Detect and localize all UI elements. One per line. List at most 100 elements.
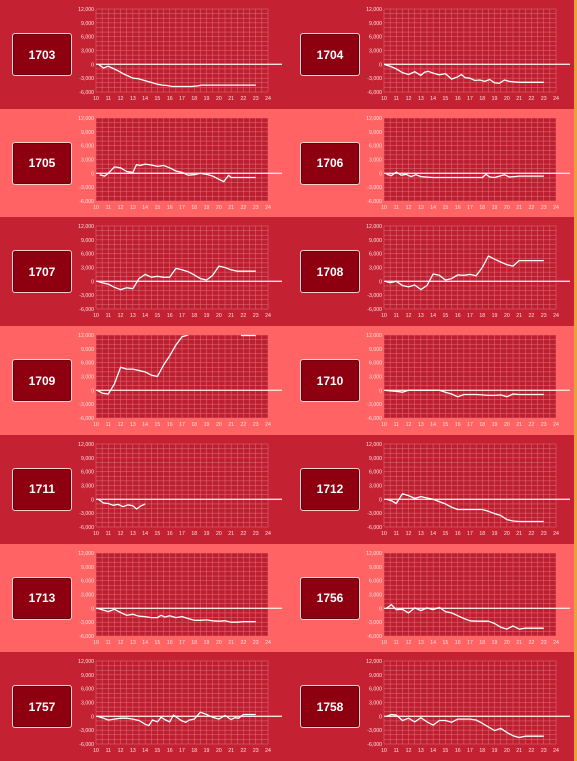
y-tick-label: -6,000 (79, 307, 94, 313)
y-tick-label: 3,000 (369, 157, 382, 163)
y-tick-label: 3,000 (369, 701, 382, 707)
x-tick-label: 10 (381, 96, 387, 102)
y-tick-label: -6,000 (367, 742, 382, 748)
id-button[interactable]: 1711 (12, 467, 72, 511)
id-button[interactable]: 1708 (300, 250, 360, 294)
y-tick-label: -3,000 (367, 185, 382, 191)
y-tick-label: -3,000 (367, 728, 382, 734)
x-tick-label: 16 (167, 313, 173, 319)
x-tick-label: 17 (179, 422, 185, 428)
x-tick-label: 20 (216, 640, 222, 646)
x-tick-label: 21 (516, 313, 522, 319)
series-line (385, 255, 544, 291)
y-tick-label: 6,000 (81, 143, 94, 149)
id-button[interactable]: 1712 (300, 467, 360, 511)
x-tick-label: 24 (265, 313, 271, 319)
y-tick-label: 0 (379, 171, 382, 177)
chart-cell: 1758 -6,000 -3,000 0 3,000 6,000 9,000 12,000 10… (288, 652, 576, 761)
x-tick-label: 24 (553, 531, 559, 537)
x-tick-label: 15 (155, 531, 161, 537)
series-line (98, 63, 256, 88)
x-tick-label: 12 (118, 96, 124, 102)
x-tick-label: 11 (394, 640, 399, 646)
y-tick-label: -3,000 (79, 728, 94, 734)
x-tick-label: 14 (142, 205, 148, 211)
y-tick-label: -6,000 (79, 199, 94, 205)
id-button[interactable]: 1705 (12, 141, 72, 185)
x-tick-label: 19 (204, 96, 210, 102)
x-tick-label: 21 (228, 96, 234, 102)
y-tick-label: 9,000 (369, 456, 382, 462)
id-button[interactable]: 1706 (300, 141, 360, 185)
id-button[interactable]: 1758 (300, 685, 360, 729)
id-button[interactable]: 1709 (12, 359, 72, 403)
y-tick-label: 9,000 (369, 130, 382, 136)
x-tick-label: 23 (253, 422, 259, 428)
y-tick-label: 0 (379, 62, 382, 68)
id-button[interactable]: 1710 (300, 359, 360, 403)
y-tick-label: -6,000 (367, 199, 382, 205)
id-button[interactable]: 1704 (300, 33, 360, 76)
x-tick-label: 23 (541, 313, 547, 319)
y-tick-label: 9,000 (81, 347, 94, 353)
x-tick-label: 16 (455, 313, 461, 319)
series-line (384, 63, 544, 84)
x-tick-label: 17 (179, 748, 185, 754)
series-line (97, 711, 256, 727)
line-chart: -6,000 -3,000 0 3,000 6,000 9,000 12,000 10 11 12… (78, 116, 282, 211)
series-line (386, 714, 544, 739)
line-chart: -6,000 -3,000 0 3,000 6,000 9,000 12,000 10 11 12… (366, 116, 570, 211)
series-line (386, 171, 544, 178)
id-button[interactable]: 1703 (12, 33, 72, 76)
y-tick-label: 0 (91, 715, 94, 721)
x-tick-label: 21 (228, 748, 234, 754)
line-chart: -6,000 -3,000 0 3,000 6,000 9,000 12,000 10 11 12… (78, 224, 282, 319)
x-tick-label: 23 (541, 640, 547, 646)
x-tick-label: 23 (253, 313, 259, 319)
x-tick-label: 17 (179, 313, 185, 319)
id-button[interactable]: 1713 (12, 576, 72, 620)
x-tick-label: 23 (253, 640, 259, 646)
x-tick-label: 24 (553, 422, 559, 428)
x-tick-label: 10 (381, 422, 387, 428)
chart-cell: 1708 -6,000 -3,000 0 3,000 6,000 9,000 12,000 10… (288, 217, 576, 326)
x-tick-label: 19 (492, 96, 498, 102)
x-tick-label: 21 (516, 96, 522, 102)
x-tick-label: 15 (155, 422, 161, 428)
x-tick-label: 20 (504, 640, 510, 646)
x-tick-label: 11 (106, 531, 111, 537)
x-tick-label: 23 (253, 531, 259, 537)
x-tick-label: 14 (430, 96, 436, 102)
x-tick-label: 14 (430, 531, 436, 537)
x-tick-label: 11 (106, 96, 111, 102)
x-tick-label: 16 (455, 422, 461, 428)
x-tick-label: 19 (492, 422, 498, 428)
id-button[interactable]: 1757 (12, 685, 72, 729)
y-tick-label: 0 (91, 606, 94, 612)
x-tick-label: 13 (130, 422, 136, 428)
x-tick-label: 20 (504, 205, 510, 211)
x-tick-label: 22 (241, 313, 247, 319)
x-tick-label: 19 (204, 640, 210, 646)
y-tick-label: 6,000 (369, 143, 382, 149)
line-chart: -6,000 -3,000 0 3,000 6,000 9,000 12,000 10 11 12… (78, 659, 282, 754)
x-tick-label: 12 (406, 96, 412, 102)
x-tick-label: 10 (93, 640, 99, 646)
y-tick-label: 12,000 (78, 116, 94, 122)
x-tick-label: 13 (130, 313, 136, 319)
x-tick-label: 19 (492, 640, 498, 646)
y-tick-label: 0 (91, 497, 94, 503)
x-tick-label: 12 (406, 531, 412, 537)
id-button[interactable]: 1707 (12, 250, 72, 294)
id-button[interactable]: 1756 (300, 576, 360, 620)
y-tick-label: 12,000 (78, 551, 94, 557)
y-tick-label: 9,000 (369, 238, 382, 244)
line-chart: -6,000 -3,000 0 3,000 6,000 9,000 12,000 10 11 12… (366, 333, 570, 428)
x-tick-label: 20 (504, 748, 510, 754)
x-tick-label: 11 (394, 748, 399, 754)
x-tick-label: 16 (455, 205, 461, 211)
x-tick-label: 18 (191, 531, 197, 537)
y-tick-label: 3,000 (81, 701, 94, 707)
x-tick-label: 22 (529, 205, 535, 211)
y-tick-label: 6,000 (369, 35, 382, 41)
